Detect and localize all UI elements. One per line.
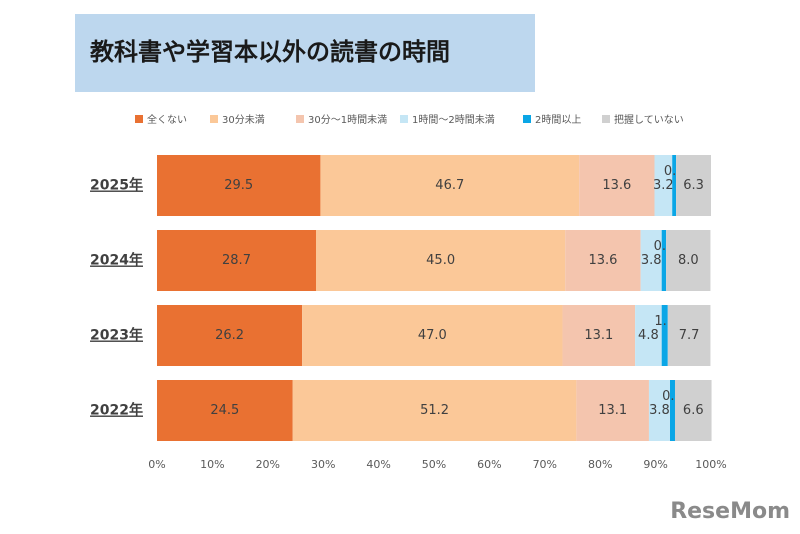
x-tick-label: 100% <box>695 458 726 471</box>
legend-swatch <box>135 115 143 123</box>
x-tick-label: 0% <box>148 458 165 471</box>
category-label: 2025年 <box>90 177 143 194</box>
bar-segment <box>640 230 662 291</box>
bar-segment <box>157 380 293 441</box>
legend-label: 2時間以上 <box>535 114 581 126</box>
bar-segment <box>648 380 671 441</box>
title-box <box>75 14 535 92</box>
bar-segment <box>157 305 303 366</box>
legend-swatch <box>523 115 531 123</box>
value-label: 13.1 <box>598 403 627 418</box>
bar-segment <box>674 380 712 441</box>
value-label: 24.5 <box>210 403 239 418</box>
bar-segment <box>565 230 641 291</box>
legend-label: 30分～1時間未満 <box>308 114 387 126</box>
value-label: 6.3 <box>683 178 704 193</box>
value-label: 8.0 <box>678 253 699 268</box>
legend-swatch <box>602 115 610 123</box>
value-label: 45.0 <box>426 253 455 268</box>
value-label: 3.8 <box>641 253 662 268</box>
watermark: ReseMom <box>670 499 790 524</box>
value-label: 28.7 <box>222 253 251 268</box>
legend-swatch <box>400 115 408 123</box>
x-tick-label: 70% <box>533 458 557 471</box>
chart-title: 教科書や学習本以外の読書の時間 <box>90 38 450 66</box>
value-label: 4.8 <box>638 328 659 343</box>
x-tick-label: 10% <box>200 458 224 471</box>
x-tick-label: 80% <box>588 458 612 471</box>
legend-label: 全くない <box>147 113 187 126</box>
value-label: 13.1 <box>584 328 613 343</box>
x-tick-label: 20% <box>256 458 280 471</box>
legend-label: 1時間～2時間未満 <box>412 114 495 126</box>
bar-segment <box>315 230 566 291</box>
legend-label: 30分未満 <box>222 114 265 126</box>
value-label: 7.7 <box>679 328 700 343</box>
value-label: 46.7 <box>435 178 464 193</box>
bar-segment <box>670 380 675 441</box>
category-label: 2023年 <box>90 327 143 344</box>
x-tick-label: 50% <box>422 458 446 471</box>
x-tick-label: 40% <box>366 458 390 471</box>
bar-segment <box>157 155 321 216</box>
x-tick-label: 60% <box>477 458 501 471</box>
legend-swatch <box>296 115 304 123</box>
value-label: 13.6 <box>588 253 617 268</box>
bar-segment <box>654 155 673 216</box>
value-label: 3.8 <box>649 403 670 418</box>
value-label: 3.2 <box>653 178 674 193</box>
value-label: 47.0 <box>418 328 447 343</box>
value-label: 51.2 <box>420 403 449 418</box>
bar-segment <box>157 230 316 291</box>
category-label: 2022年 <box>90 402 143 419</box>
bar-segment <box>672 155 677 216</box>
value-label: 6.6 <box>683 403 704 418</box>
legend-label: 把握していない <box>614 113 684 126</box>
bar-segment <box>661 305 668 366</box>
value-label: 29.5 <box>224 178 253 193</box>
bar-segment <box>635 305 662 366</box>
x-tick-label: 90% <box>643 458 667 471</box>
bar-segment <box>576 380 649 441</box>
bar-segment <box>320 155 580 216</box>
value-label: 26.2 <box>215 328 244 343</box>
bar-segment <box>676 155 711 216</box>
bar-segment <box>661 230 667 291</box>
bar-segment <box>562 305 636 366</box>
x-tick-label: 30% <box>311 458 335 471</box>
bar-segment <box>666 230 711 291</box>
bar-segment <box>579 155 655 216</box>
bar-segment <box>667 305 711 366</box>
category-label: 2024年 <box>90 252 143 269</box>
bar-segment <box>292 380 577 441</box>
legend-swatch <box>210 115 218 123</box>
bar-segment <box>302 305 563 366</box>
value-label: 13.6 <box>602 178 631 193</box>
